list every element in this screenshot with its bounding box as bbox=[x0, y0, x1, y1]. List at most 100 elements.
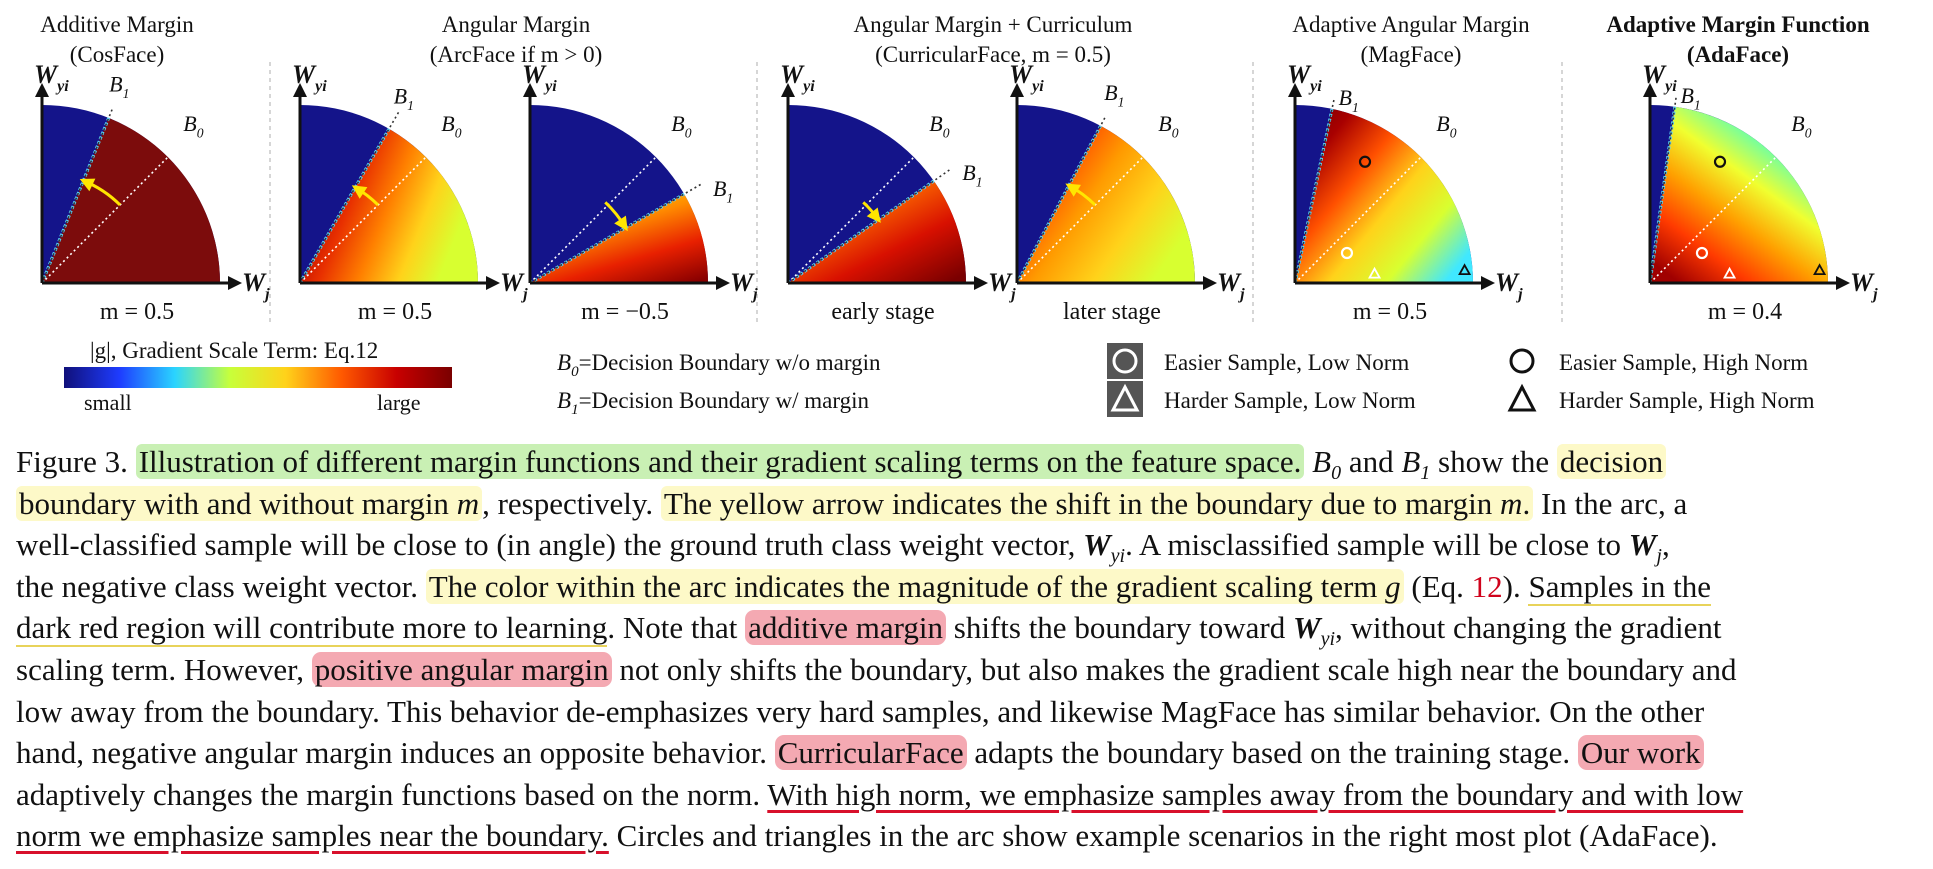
x-axis-arrow-icon bbox=[716, 276, 730, 290]
easy-low-norm-circle-icon bbox=[1695, 246, 1709, 260]
panel-title: Adaptive Margin Function bbox=[1606, 12, 1869, 37]
arrow-head-icon bbox=[1065, 183, 1081, 197]
b0-label: B0 bbox=[671, 111, 691, 141]
caption-line: boundary with and without margin m, resp… bbox=[16, 483, 1921, 525]
b0-boundary-line bbox=[1016, 141, 1159, 284]
colorbar-low-label: small bbox=[84, 390, 132, 415]
figure-caption: Figure 3. Illustration of different marg… bbox=[16, 441, 1921, 857]
y-axis-arrow-icon bbox=[1010, 83, 1024, 97]
plot-parameter-label: later stage bbox=[1063, 299, 1161, 325]
y-axis-label: Wyi bbox=[34, 60, 69, 95]
underline-red: norm we emphasize samples near the bound… bbox=[16, 818, 609, 854]
boundary-legend-entry: B0=Decision Boundary w/o margin bbox=[557, 350, 881, 380]
plot-parameter-label: early stage bbox=[831, 299, 934, 325]
highlight-green: Illustration of different margin functio… bbox=[135, 444, 1305, 479]
panel-title: Additive Margin bbox=[40, 12, 194, 37]
b0-boundary-line bbox=[299, 141, 442, 284]
y-axis-arrow-icon bbox=[781, 83, 795, 97]
panel-subtitle: (AdaFace) bbox=[1687, 42, 1789, 67]
arc-gradient-region bbox=[1017, 125, 1195, 283]
b1-label: B1 bbox=[1104, 80, 1124, 110]
highlight-red: CurricularFace bbox=[774, 735, 967, 771]
y-axis-label: Wyi bbox=[292, 60, 327, 95]
arc-plot: B0 B1 Wyi Wj m = 0.5 bbox=[292, 60, 528, 325]
x-axis-label: Wj bbox=[988, 268, 1016, 303]
triangle-icon bbox=[1110, 383, 1140, 412]
y-axis-label: Wyi bbox=[780, 60, 815, 95]
caption-line: Figure 3. Illustration of different marg… bbox=[16, 441, 1921, 484]
arc-gradient-region bbox=[530, 194, 708, 283]
arrow-head-icon bbox=[351, 185, 368, 199]
plot-parameter-label: m = 0.5 bbox=[358, 299, 432, 325]
x-axis-arrow-icon bbox=[486, 276, 500, 290]
hard-high-norm-triangle-icon bbox=[1458, 263, 1472, 276]
easy-low-norm-circle-icon bbox=[1340, 246, 1354, 260]
b1-label: B1 bbox=[109, 72, 129, 102]
caption-line: hand, negative angular margin induces an… bbox=[16, 732, 1921, 774]
x-axis-label: Wj bbox=[242, 268, 270, 303]
plot-parameter-label: m = 0.5 bbox=[1353, 299, 1427, 325]
arc-plot: B0 B1 Wyi Wj m = 0.5 bbox=[1287, 60, 1523, 325]
b0-boundary-line bbox=[529, 141, 672, 284]
b1-boundary-line bbox=[299, 109, 401, 284]
highlight-red: Our work bbox=[1577, 735, 1704, 771]
panel-subtitle: (CurricularFace, m = 0.5) bbox=[875, 42, 1111, 67]
underline-yellow: dark red region will contribute more to … bbox=[16, 610, 608, 648]
highlight-red: additive margin bbox=[745, 610, 947, 646]
b0-boundary-line bbox=[787, 141, 930, 284]
caption-line: scaling term. However, positive angular … bbox=[16, 651, 1737, 687]
x-axis-label: Wj bbox=[500, 268, 528, 303]
b1-label: B1 bbox=[1339, 85, 1359, 115]
b0-label: B0 bbox=[1436, 111, 1456, 141]
low-norm-legend-label: Harder Sample, Low Norm bbox=[1164, 388, 1416, 413]
underline-yellow: Samples in the bbox=[1528, 568, 1712, 606]
b0-label: B0 bbox=[183, 111, 203, 141]
underline-red: With high norm, we emphasize samples awa… bbox=[767, 776, 1744, 812]
highlight-yellow: The yellow arrow indicates the shift in … bbox=[660, 485, 1534, 521]
y-axis-label: Wyi bbox=[1642, 60, 1677, 95]
equation-reference: 12 bbox=[1471, 568, 1503, 604]
highlight-yellow: decision bbox=[1556, 444, 1667, 479]
plot-parameter-label: m = 0.4 bbox=[1708, 299, 1782, 325]
x-axis-label: Wj bbox=[1217, 268, 1245, 303]
b0-boundary-line bbox=[1649, 141, 1792, 284]
b1-boundary-line bbox=[787, 167, 953, 284]
b1-label: B1 bbox=[962, 160, 982, 190]
easy-high-norm-circle-icon bbox=[1358, 155, 1372, 168]
highlight-yellow: boundary with and without margin m bbox=[16, 485, 483, 521]
boundary-legend-entry: B1=Decision Boundary w/ margin bbox=[557, 388, 869, 418]
colorbar bbox=[64, 367, 452, 388]
margin-functions-figure: Additive Margin (CosFace) Angular Margin (A… bbox=[34, 12, 1878, 418]
arrow-head-icon bbox=[614, 215, 628, 232]
arrow-head-icon bbox=[79, 178, 96, 192]
y-axis-arrow-icon bbox=[1288, 83, 1302, 97]
easy-high-norm-circle-icon bbox=[1713, 155, 1727, 168]
panel-subtitle: (CosFace) bbox=[70, 42, 165, 67]
panel-title: Angular Margin + Curriculum bbox=[854, 12, 1133, 37]
colorbar-label: |g|, Gradient Scale Term: Eq.12 bbox=[90, 338, 378, 363]
b1-label: B1 bbox=[394, 83, 414, 113]
panel-title: Adaptive Angular Margin bbox=[1292, 12, 1530, 37]
highlight-red: positive angular margin bbox=[311, 651, 612, 687]
high-norm-legend-label: Easier Sample, High Norm bbox=[1559, 350, 1808, 375]
x-axis-label: Wj bbox=[730, 268, 758, 303]
arc-gradient-region bbox=[1295, 108, 1473, 283]
y-axis-arrow-icon bbox=[35, 83, 49, 97]
panel-title: Angular Margin bbox=[442, 12, 591, 37]
arc-gradient-region bbox=[300, 128, 478, 283]
x-axis-label: Wj bbox=[1495, 268, 1523, 303]
b0-label: B0 bbox=[1158, 111, 1178, 141]
x-axis-arrow-icon bbox=[1481, 276, 1495, 290]
arc-plot: B0 B1 Wyi Wj m = −0.5 bbox=[522, 60, 758, 325]
x-axis-arrow-icon bbox=[1836, 276, 1850, 290]
highlight-yellow: The color within the arc indicates the m… bbox=[425, 568, 1404, 604]
colorbar-high-label: large bbox=[377, 390, 421, 415]
high-norm-legend-label: Harder Sample, High Norm bbox=[1559, 388, 1815, 413]
panel-subtitle: (ArcFace if m > 0) bbox=[430, 42, 603, 67]
low-norm-legend-box bbox=[1107, 343, 1143, 379]
circle-icon bbox=[1112, 348, 1138, 374]
y-axis-arrow-icon bbox=[293, 83, 307, 97]
b1-label: B1 bbox=[713, 176, 733, 206]
b0-boundary-line bbox=[1294, 141, 1437, 284]
